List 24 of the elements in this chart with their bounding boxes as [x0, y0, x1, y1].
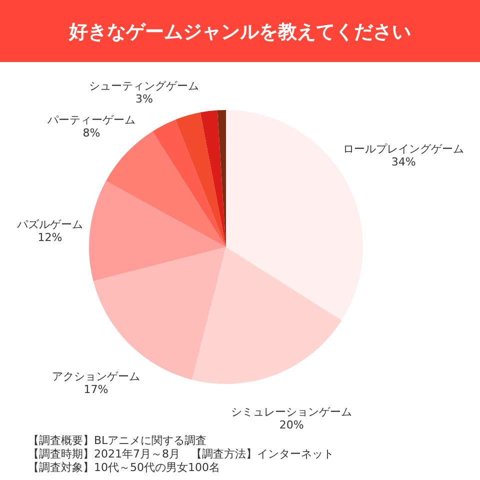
pie-slice [226, 110, 363, 320]
slice-label: シミュレーションゲーム [231, 406, 352, 419]
slice-label: ロールプレイングゲーム [343, 142, 464, 156]
text: 【調査対象】10代～50代の男女100名 [28, 461, 220, 474]
pie-slice [152, 120, 226, 247]
text: 【調査時期】2021年7月～8月 【調査方法】インターネット [28, 448, 334, 460]
data-label: 17% [84, 382, 108, 396]
chart-title: 好きなゲームジャンルを教えてください [68, 21, 411, 43]
pie-slice [106, 131, 226, 247]
text: 【調査概要】BLアニメに関する調査 [28, 434, 207, 447]
pie-slice [89, 181, 226, 282]
data-label: 12% [38, 230, 62, 244]
pie-slice [93, 247, 226, 380]
slice-label: パーティーゲーム [46, 114, 136, 127]
data-label: 20% [279, 418, 304, 432]
slice-label: シューティングゲーム [89, 79, 200, 92]
data-label: 3% [135, 92, 153, 106]
pie-slice [200, 110, 226, 247]
pie-slice [176, 112, 226, 247]
slice-label: パズルゲーム [16, 218, 83, 231]
data-label: 34% [391, 155, 416, 168]
data-label: 8% [82, 126, 100, 140]
pie-slice [192, 247, 342, 384]
slice-label: アクションゲーム [52, 370, 140, 383]
